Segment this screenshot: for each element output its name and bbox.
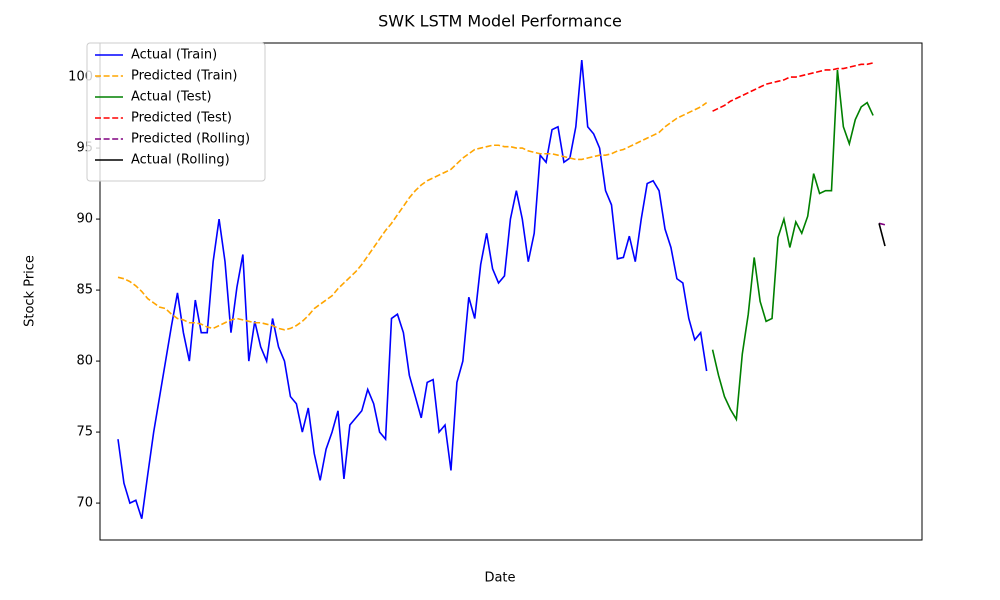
y-axis-label: Stock Price: [23, 255, 38, 327]
x-axis-label: Date: [484, 571, 515, 586]
axes-frame: [99, 42, 923, 541]
y-tick-label: 80: [76, 354, 93, 369]
series-line: [712, 62, 874, 112]
chart-title: SWK LSTM Model Performance: [378, 12, 622, 31]
y-tick-label: 90: [76, 212, 93, 227]
y-tick-label: 85: [76, 283, 93, 298]
legend-box: [86, 42, 266, 182]
legend-label: Actual (Test): [131, 90, 212, 105]
y-tick-label: 75: [76, 425, 93, 440]
legend-label: Actual (Rolling): [131, 153, 230, 168]
series-line: [878, 223, 886, 247]
legend-label: Predicted (Train): [131, 69, 238, 84]
legend-label: Predicted (Test): [131, 111, 232, 126]
series-line: [117, 59, 708, 519]
legend-label: Actual (Train): [131, 48, 217, 63]
series-line: [878, 222, 886, 226]
series-line: [117, 101, 708, 331]
series-line: [711, 69, 874, 422]
y-tick-label: 70: [76, 496, 93, 511]
legend-label: Predicted (Rolling): [131, 132, 250, 147]
legend: Actual (Train) Predicted (Train) Actual (T…: [86, 42, 266, 182]
